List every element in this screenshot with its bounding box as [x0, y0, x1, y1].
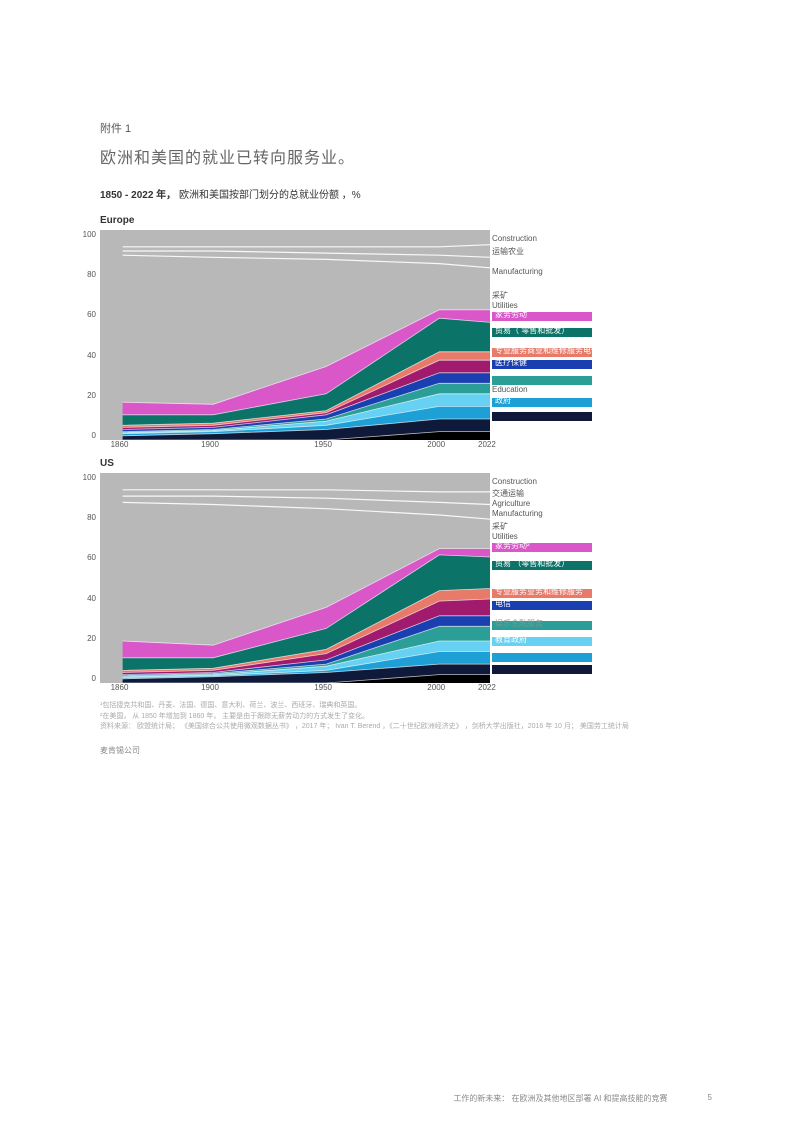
- legend-item: 教育政府: [492, 637, 592, 649]
- footnotes: ¹包括捷克共和国、丹麦、法国、德国、意大利、荷兰、波兰、西班牙、瑞典和英国。²在…: [100, 701, 712, 733]
- y-tick: 20: [78, 634, 96, 643]
- chart-legend: Construction 交通运输AgricultureManufacturing…: [490, 473, 712, 683]
- legend-item: 交通运输: [492, 490, 524, 499]
- footnote-line: ²在美国， 从 1850 年增加到 1860 年， 主要是由于跟踪无薪劳动力的方…: [100, 712, 712, 723]
- chart-europe: Europe 020406080100 18601900195020002022…: [100, 215, 712, 440]
- page-footer: 工作的新未来： 在欧洲及其他地区部署 AI 和提高技能的竞赛 5: [0, 1093, 802, 1104]
- y-tick: 60: [78, 553, 96, 562]
- subtitle-rest: 欧洲和美国按部门划分的总就业份额 ，%: [176, 190, 360, 201]
- y-tick: 80: [78, 270, 96, 279]
- x-tick: 2000: [427, 440, 445, 449]
- chart-plot: 020406080100 18601900195020002022: [100, 473, 490, 683]
- legend-item: 运输农业: [492, 248, 524, 257]
- y-tick: 60: [78, 310, 96, 319]
- legend-item: Manufacturing: [492, 510, 543, 519]
- y-tick: 0: [78, 431, 96, 440]
- x-tick: 1900: [201, 440, 219, 449]
- legend-item: 家务劳动: [492, 312, 592, 324]
- legend-item: Education: [492, 386, 528, 395]
- company-name: 麦肯锡公司: [100, 745, 712, 756]
- y-tick: 20: [78, 391, 96, 400]
- x-tick: 2022: [478, 683, 496, 692]
- legend-item: Manufacturing: [492, 268, 543, 277]
- legend-item: 政府: [492, 398, 592, 410]
- footnote-line: 资料来源： 欧盟统计局； 《美国综合公共使用微观数据丛书》 ，2017 年； I…: [100, 722, 712, 733]
- chart-us: US 020406080100 18601900195020002022 Con…: [100, 458, 712, 683]
- x-tick: 2022: [478, 440, 496, 449]
- footer-text: 工作的新未来： 在欧洲及其他地区部署 AI 和提高技能的竞赛: [453, 1093, 667, 1104]
- chart-plot: 020406080100 18601900195020002022: [100, 230, 490, 440]
- y-tick: 40: [78, 351, 96, 360]
- x-tick: 1950: [314, 683, 332, 692]
- x-tick: 1900: [201, 683, 219, 692]
- footer-page-number: 5: [708, 1093, 712, 1104]
- legend-item: [492, 653, 592, 665]
- legend-item: Agriculture: [492, 500, 530, 509]
- subtitle: 1850 - 2022 年， 欧洲和美国按部门划分的总就业份额 ，%: [100, 186, 712, 201]
- chart-legend: Construction运输农业Manufacturing采矿Utilities…: [490, 230, 712, 440]
- y-tick: 40: [78, 594, 96, 603]
- exhibit-label: 附件 1: [100, 120, 712, 136]
- legend-item: Construction: [492, 478, 537, 487]
- x-tick: 1950: [314, 440, 332, 449]
- y-tick: 100: [78, 473, 96, 482]
- page-title: 欧洲和美国的就业已转向服务业。: [100, 144, 712, 168]
- x-tick: 1860: [111, 440, 129, 449]
- legend-item: Construction: [492, 235, 537, 244]
- legend-item: [492, 665, 592, 677]
- legend-item: 采矿: [492, 292, 508, 301]
- legend-item: 采矿: [492, 523, 508, 532]
- legend-item: 家务劳动²: [492, 543, 592, 555]
- y-tick: 100: [78, 230, 96, 239]
- x-tick: 1860: [111, 683, 129, 692]
- legend-item: [492, 412, 592, 424]
- legend-item: 贸易 （零售和批发）: [492, 561, 592, 573]
- legend-item: 娱乐金融服务: [492, 621, 592, 633]
- legend-item: 贸易（ 零售和批发）: [492, 328, 592, 340]
- x-tick: 2000: [427, 683, 445, 692]
- y-tick: 0: [78, 674, 96, 683]
- legend-item: 电信: [492, 601, 592, 613]
- subtitle-year: 1850 - 2022 年，: [100, 190, 176, 201]
- y-tick: 80: [78, 513, 96, 522]
- footnote-line: ¹包括捷克共和国、丹麦、法国、德国、意大利、荷兰、波兰、西班牙、瑞典和英国。: [100, 701, 712, 712]
- legend-item: 医疗保健: [492, 360, 592, 372]
- chart-label: Europe: [100, 215, 712, 226]
- chart-label: US: [100, 458, 712, 469]
